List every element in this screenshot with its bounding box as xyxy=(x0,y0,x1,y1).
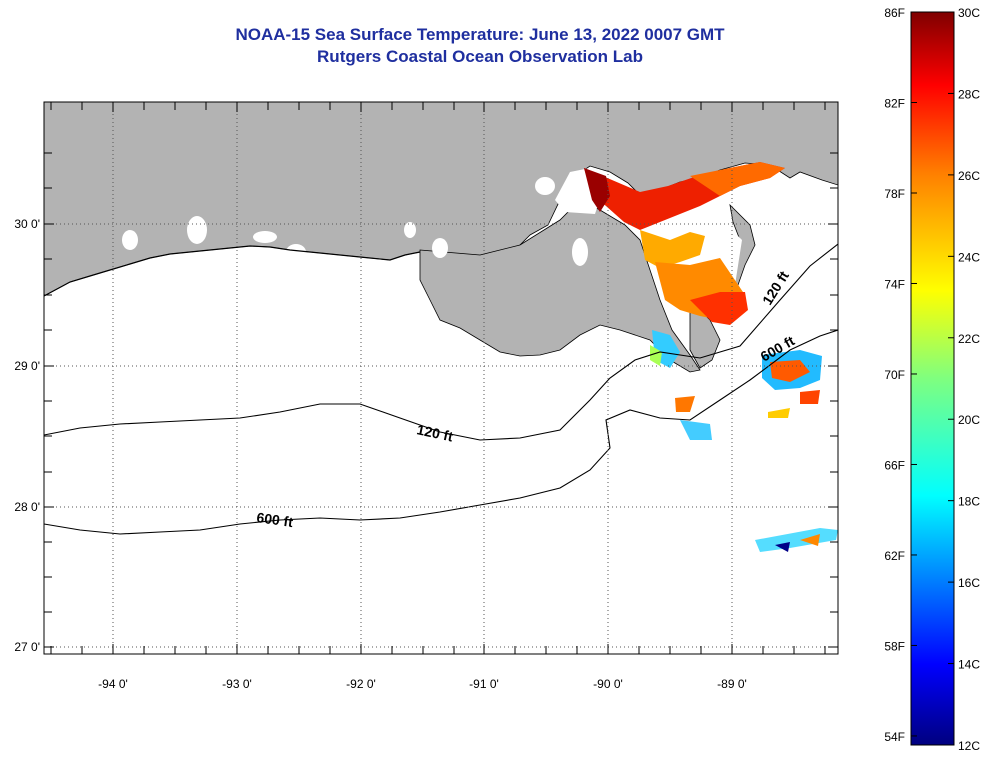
latitude-label-27n: 27 0' xyxy=(14,640,40,654)
colorbar-label-f: 86F xyxy=(884,6,905,20)
colorbar-label-f: 74F xyxy=(884,277,905,291)
longitude-label-94w: -94 0' xyxy=(98,677,128,691)
colorbar-label-c: 28C xyxy=(958,87,980,101)
longitude-label-93w: -93 0' xyxy=(222,677,252,691)
coastline xyxy=(44,245,421,297)
contour-600ft xyxy=(44,329,838,535)
latitude-label-30n: 30 0' xyxy=(14,217,40,231)
colorbar-label-f: 78F xyxy=(884,187,905,201)
contour-120ft xyxy=(44,243,838,441)
colorbar xyxy=(910,11,955,746)
latitude-label-28n: 28 0' xyxy=(14,500,40,514)
colorbar-label-c: 14C xyxy=(958,658,980,672)
colorbar-label-f: 58F xyxy=(884,639,905,653)
tick-marks xyxy=(44,102,838,654)
contour-label-600ft-west: 600 ft xyxy=(256,509,295,530)
sst-imagery xyxy=(584,162,838,552)
colorbar-ticks xyxy=(911,11,954,746)
map-frame xyxy=(43,101,839,655)
colorbar-label-c: 12C xyxy=(958,739,980,753)
colorbar-label-c: 26C xyxy=(958,169,980,183)
colorbar-label-f: 66F xyxy=(884,458,905,472)
colorbar-label-c: 22C xyxy=(958,332,980,346)
colorbar-label-f: 82F xyxy=(884,96,905,110)
colorbar-labels-fahrenheit: 86F 82F 78F 74F 70F 66F 62F 58F 54F xyxy=(884,6,905,744)
longitude-label-89w: -89 0' xyxy=(717,677,747,691)
colorbar-label-c: 18C xyxy=(958,495,980,509)
colorbar-label-c: 20C xyxy=(958,413,980,427)
contour-label-120ft-west: 120 ft xyxy=(415,421,454,444)
longitude-label-91w: -91 0' xyxy=(469,677,499,691)
colorbar-label-c: 16C xyxy=(958,576,980,590)
colorbar-label-c: 24C xyxy=(958,250,980,264)
colorbar-label-f: 70F xyxy=(884,368,905,382)
graticule xyxy=(44,102,838,654)
colorbar-label-c: 30C xyxy=(958,6,980,20)
colorbar-label-f: 62F xyxy=(884,549,905,563)
colorbar-label-f: 54F xyxy=(884,730,905,744)
title-line-1: NOAA-15 Sea Surface Temperature: June 13… xyxy=(235,25,725,44)
longitude-label-90w: -90 0' xyxy=(593,677,623,691)
latitude-label-29n: 29 0' xyxy=(14,359,40,373)
longitude-label-92w: -92 0' xyxy=(346,677,376,691)
title-line-2: Rutgers Coastal Ocean Observation Lab xyxy=(317,47,643,66)
colorbar-labels-celsius: 30C 28C 26C 24C 22C 20C 18C 16C 14C 12C xyxy=(958,6,980,753)
map-title: NOAA-15 Sea Surface Temperature: June 13… xyxy=(120,24,840,68)
